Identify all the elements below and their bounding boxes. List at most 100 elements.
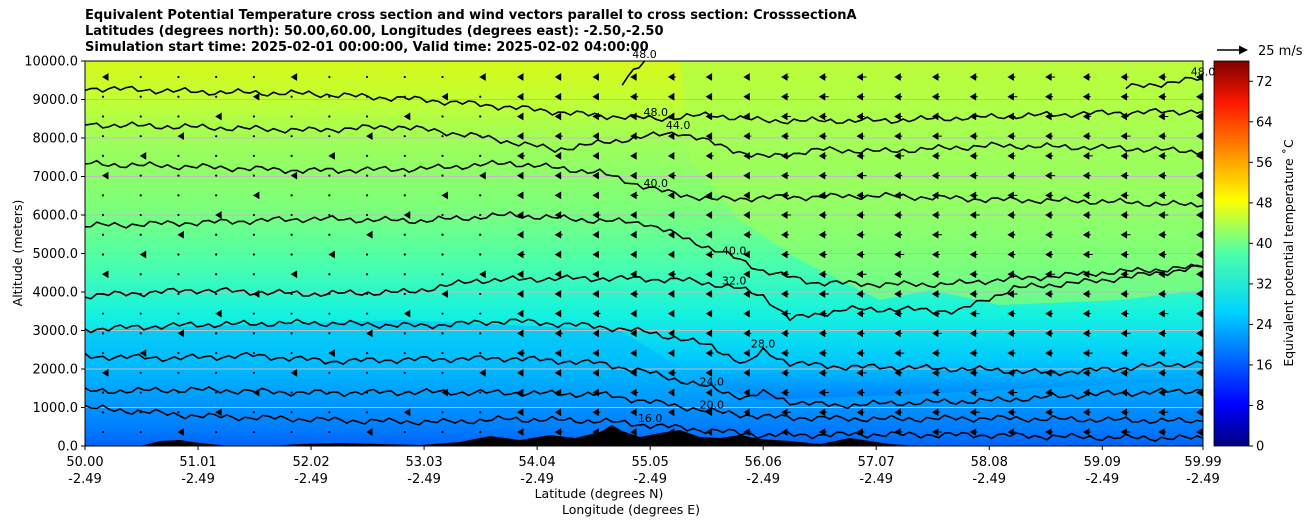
wind-vector bbox=[743, 211, 750, 219]
wind-vector bbox=[215, 194, 218, 197]
wind-vector bbox=[1120, 290, 1129, 298]
x-axis: 50.00 -2.49 51.01 -2.49 52.02 -2.49 53.03 -2.49… bbox=[66, 446, 1222, 487]
wind-vector bbox=[365, 75, 369, 79]
wind-vector bbox=[403, 292, 406, 296]
wind-vector bbox=[290, 95, 293, 98]
wind-vector bbox=[215, 430, 218, 434]
wind-vector bbox=[479, 292, 482, 296]
wind-vector bbox=[403, 253, 406, 256]
wind-vector bbox=[592, 171, 599, 180]
wind-vector bbox=[252, 154, 255, 157]
wind-vector bbox=[139, 152, 147, 160]
wind-vector bbox=[479, 233, 482, 236]
wind-vector bbox=[441, 371, 444, 374]
x-tick-label-lat: 51.01 bbox=[179, 455, 216, 470]
wind-vector bbox=[1045, 152, 1054, 160]
wind-vector bbox=[177, 213, 180, 217]
wind-vector bbox=[818, 368, 827, 377]
wind-vector bbox=[630, 408, 637, 417]
x-tick-label-lat: 59.99 bbox=[1184, 455, 1221, 470]
wind-vector bbox=[441, 75, 444, 79]
x-tick-label-lat: 52.02 bbox=[292, 455, 329, 470]
wind-vector bbox=[856, 230, 865, 239]
wind-vector bbox=[705, 152, 714, 160]
wind-vector bbox=[328, 411, 331, 414]
wind-vector bbox=[1045, 309, 1054, 318]
wind-vector bbox=[630, 349, 637, 357]
wind-vector bbox=[365, 174, 369, 177]
wind-vector bbox=[856, 349, 865, 357]
wind-vector bbox=[969, 428, 978, 436]
wind-vector bbox=[177, 95, 180, 98]
wind-vector bbox=[290, 213, 293, 217]
wind-vector bbox=[102, 270, 109, 279]
wind-vector bbox=[1196, 349, 1203, 357]
wind-vector bbox=[403, 332, 406, 335]
wind-vector bbox=[1007, 211, 1016, 219]
wind-vector bbox=[1158, 211, 1169, 219]
wind-vector bbox=[592, 112, 601, 121]
wind-vector bbox=[1007, 171, 1016, 180]
wind-vector bbox=[592, 211, 601, 219]
wind-vector bbox=[177, 312, 180, 315]
wind-vector bbox=[403, 233, 406, 236]
wind-vector bbox=[328, 332, 331, 335]
contour-line bbox=[85, 121, 1203, 159]
wind-vector bbox=[705, 73, 713, 81]
contour-label: 16.0 bbox=[638, 412, 663, 425]
wind-vector bbox=[516, 211, 524, 219]
wind-vector bbox=[177, 371, 180, 374]
wind-vector bbox=[290, 411, 293, 414]
wind-vector bbox=[177, 115, 180, 118]
wind-vector bbox=[516, 388, 524, 397]
wind-vector bbox=[667, 270, 676, 279]
wind-vector bbox=[479, 73, 486, 81]
wind-vector bbox=[856, 73, 867, 81]
wind-vector bbox=[516, 329, 524, 338]
wind-vector bbox=[403, 371, 406, 374]
wind-vector bbox=[1196, 408, 1203, 417]
wind-vector bbox=[1045, 211, 1054, 219]
contour-lines bbox=[85, 61, 1203, 442]
wind-vector bbox=[894, 349, 905, 357]
wind-vector bbox=[1045, 270, 1056, 279]
x-tick-label-lon: -2.49 bbox=[520, 472, 554, 487]
chart-title-line-1: Equivalent Potential Temperature cross s… bbox=[85, 8, 857, 23]
wind-vector bbox=[856, 191, 865, 200]
wind-vector bbox=[1007, 349, 1016, 357]
x-tick-label-lon: -2.49 bbox=[294, 472, 328, 487]
wind-vector bbox=[630, 388, 639, 397]
wind-vector bbox=[139, 75, 142, 79]
wind-vector bbox=[290, 352, 293, 355]
wind-vector bbox=[1158, 349, 1167, 357]
wind-vector bbox=[592, 290, 599, 298]
wind-vector bbox=[667, 230, 675, 239]
quiver-key-label: 25 m/s bbox=[1258, 44, 1303, 59]
wind-vector bbox=[1158, 428, 1167, 436]
wind-vector bbox=[969, 309, 980, 318]
wind-vector bbox=[931, 329, 942, 338]
wind-vector bbox=[1196, 309, 1203, 318]
x-tick-label-lat: 53.03 bbox=[405, 455, 442, 470]
wind-vector bbox=[366, 132, 373, 141]
contour-label: 20.0 bbox=[699, 398, 724, 411]
wind-vector bbox=[328, 194, 331, 197]
wind-vector bbox=[403, 211, 411, 219]
wind-vector bbox=[403, 154, 406, 157]
wind-vector bbox=[1196, 171, 1203, 180]
wind-vector bbox=[328, 75, 331, 79]
wind-vector bbox=[215, 75, 218, 79]
wind-vector bbox=[856, 290, 865, 298]
wind-vector bbox=[1007, 92, 1018, 101]
wind-vector bbox=[177, 428, 184, 436]
wind-vector bbox=[931, 388, 940, 397]
wind-vector bbox=[705, 171, 713, 180]
wind-vector bbox=[931, 250, 940, 259]
wind-vector bbox=[630, 270, 637, 279]
wind-vector bbox=[856, 309, 865, 318]
wind-vector bbox=[101, 253, 105, 256]
wind-vector bbox=[1045, 230, 1054, 239]
wind-vector bbox=[101, 411, 105, 414]
wind-vector bbox=[931, 132, 942, 141]
wind-vector bbox=[705, 329, 713, 338]
